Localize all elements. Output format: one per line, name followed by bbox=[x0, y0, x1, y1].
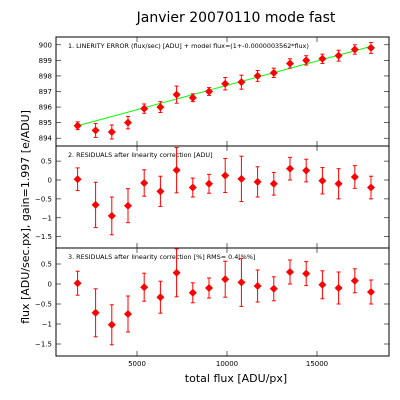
data-point bbox=[188, 288, 197, 297]
y-tick-label: 899 bbox=[39, 57, 52, 65]
y-tick-label: −1 bbox=[42, 321, 52, 329]
chart-title: Janvier 20070110 mode fast bbox=[136, 10, 336, 26]
data-point bbox=[172, 90, 181, 99]
data-point bbox=[124, 201, 132, 210]
data-point bbox=[156, 293, 165, 302]
data-point bbox=[237, 278, 246, 287]
data-point bbox=[124, 118, 132, 127]
y-tick-label: −1.5 bbox=[35, 341, 52, 349]
y-tick-label: 0.5 bbox=[41, 261, 52, 269]
panel-label: 3. RESIDUALS after linearity correction … bbox=[68, 253, 255, 261]
x-tick-label: 5000 bbox=[128, 360, 146, 368]
y-tick-label: 0 bbox=[48, 281, 52, 289]
y-tick-label: −0.5 bbox=[35, 301, 52, 309]
data-point bbox=[156, 103, 165, 112]
data-point bbox=[73, 175, 82, 184]
data-point bbox=[367, 183, 375, 192]
y-axis-label: flux [ADU/sec.px], gain=1.997 [e/ADU] bbox=[19, 110, 32, 324]
data-point bbox=[124, 310, 132, 318]
data-point bbox=[302, 166, 311, 175]
panel-frame bbox=[55, 247, 390, 357]
data-point bbox=[334, 284, 343, 292]
panel-label: 2. RESIDUALS after linearity correction … bbox=[68, 151, 213, 159]
y-tick-label: 0.5 bbox=[41, 158, 52, 166]
y-tick-label: 896 bbox=[39, 104, 53, 112]
y-tick-label: 894 bbox=[39, 135, 53, 143]
data-point bbox=[205, 87, 213, 96]
y-tick-label: 897 bbox=[39, 88, 52, 96]
data-point bbox=[205, 179, 213, 188]
data-point bbox=[350, 276, 359, 285]
data-point bbox=[253, 177, 262, 186]
data-point bbox=[286, 164, 294, 173]
data-point bbox=[237, 174, 246, 183]
data-point bbox=[237, 78, 246, 87]
data-point bbox=[156, 187, 165, 196]
panel-1: 1. LINERITY ERROR (flux/sec) [ADU] + mod… bbox=[39, 36, 390, 147]
data-point bbox=[318, 54, 327, 63]
panel-3: 3. RESIDUALS after linearity correction … bbox=[35, 247, 390, 368]
panel-2: 2. RESIDUALS after linearity correction … bbox=[35, 145, 390, 249]
data-point bbox=[302, 269, 311, 278]
data-point bbox=[367, 43, 375, 52]
data-point bbox=[367, 288, 375, 296]
y-tick-label: 895 bbox=[39, 119, 52, 127]
data-point bbox=[269, 284, 278, 293]
data-point bbox=[221, 275, 230, 284]
data-point bbox=[140, 104, 149, 113]
data-point bbox=[107, 127, 116, 136]
panel-label: 1. LINERITY ERROR (flux/sec) [ADU] + mod… bbox=[68, 42, 309, 50]
data-point bbox=[107, 211, 116, 220]
y-tick-label: −0.5 bbox=[35, 195, 52, 203]
data-point bbox=[140, 283, 149, 292]
data-point bbox=[253, 282, 262, 290]
data-point bbox=[172, 268, 181, 277]
data-point bbox=[253, 71, 262, 80]
data-point bbox=[286, 268, 294, 276]
data-point bbox=[286, 59, 294, 68]
y-tick-label: 0 bbox=[48, 177, 52, 185]
data-point bbox=[140, 179, 149, 188]
data-point bbox=[188, 183, 197, 192]
data-point bbox=[269, 68, 278, 77]
x-tick-label: 15000 bbox=[306, 360, 328, 368]
panels: 1. LINERITY ERROR (flux/sec) [ADU] + mod… bbox=[35, 36, 390, 368]
data-point bbox=[302, 56, 311, 65]
data-point bbox=[318, 280, 327, 289]
data-point bbox=[350, 45, 359, 54]
x-axis-label: total flux [ADU/px] bbox=[185, 372, 287, 385]
y-tick-label: 898 bbox=[39, 72, 52, 80]
data-point bbox=[73, 121, 82, 130]
data-point bbox=[73, 279, 82, 288]
y-tick-label: −1.5 bbox=[35, 233, 52, 241]
data-point bbox=[221, 79, 230, 88]
data-point bbox=[91, 308, 100, 317]
data-point bbox=[205, 284, 213, 292]
data-point bbox=[221, 171, 230, 180]
data-point bbox=[107, 320, 116, 329]
data-point bbox=[334, 51, 343, 60]
data-point bbox=[172, 166, 181, 175]
data-point bbox=[269, 179, 278, 188]
data-point bbox=[188, 93, 197, 102]
x-tick-label: 10000 bbox=[216, 360, 238, 368]
data-point bbox=[318, 176, 327, 185]
y-tick-label: 900 bbox=[39, 41, 52, 49]
y-tick-label: −1 bbox=[42, 214, 52, 222]
data-point bbox=[350, 172, 359, 181]
data-point bbox=[334, 179, 343, 188]
data-point bbox=[91, 200, 100, 209]
data-point bbox=[91, 126, 100, 135]
